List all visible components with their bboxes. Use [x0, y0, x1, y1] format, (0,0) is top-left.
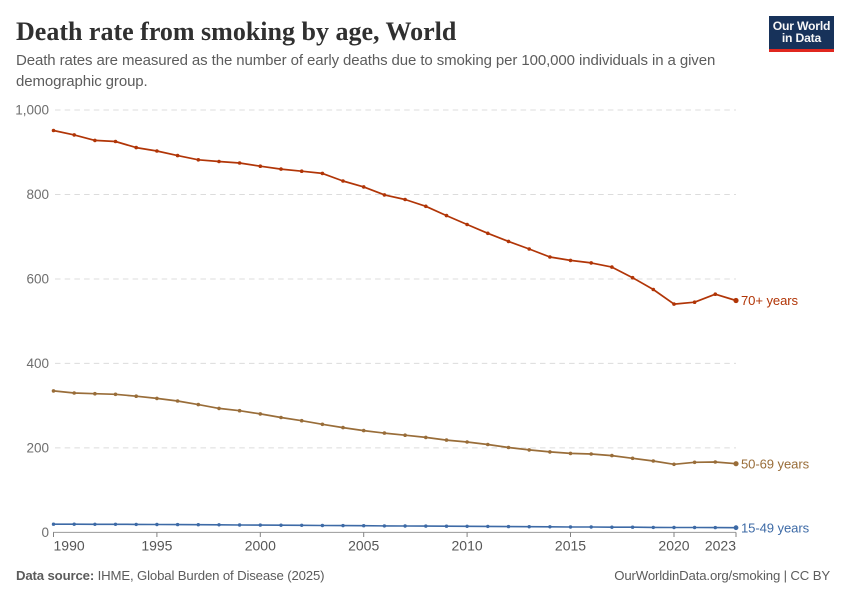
svg-text:600: 600 — [26, 272, 49, 287]
svg-text:2023: 2023 — [705, 538, 736, 554]
svg-text:0: 0 — [41, 525, 49, 540]
svg-text:1995: 1995 — [141, 538, 172, 554]
svg-text:1990: 1990 — [54, 538, 85, 554]
svg-text:800: 800 — [26, 187, 49, 202]
svg-text:50-69 years: 50-69 years — [741, 456, 810, 471]
svg-text:400: 400 — [26, 356, 49, 371]
svg-text:1,000: 1,000 — [15, 103, 49, 118]
svg-text:2015: 2015 — [555, 538, 586, 554]
svg-text:2000: 2000 — [245, 538, 276, 554]
svg-text:2005: 2005 — [348, 538, 379, 554]
svg-text:200: 200 — [26, 440, 49, 455]
svg-text:2010: 2010 — [452, 538, 483, 554]
svg-text:15-49 years: 15-49 years — [741, 520, 810, 535]
svg-text:70+ years: 70+ years — [741, 293, 799, 308]
svg-text:2020: 2020 — [658, 538, 689, 554]
